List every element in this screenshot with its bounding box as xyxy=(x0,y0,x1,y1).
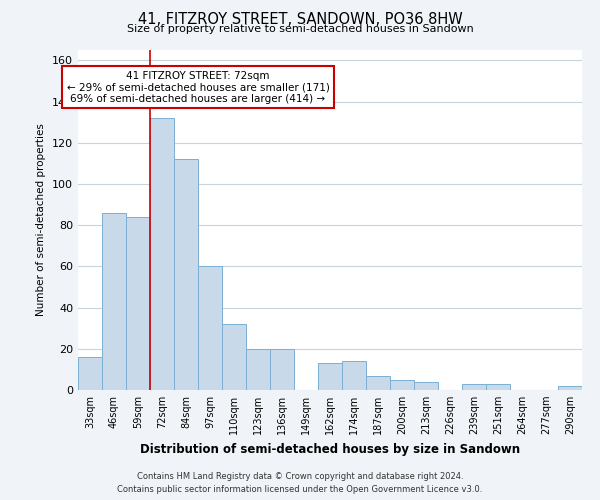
Bar xyxy=(270,349,294,390)
Bar xyxy=(414,382,438,390)
Y-axis label: Number of semi-detached properties: Number of semi-detached properties xyxy=(37,124,46,316)
X-axis label: Distribution of semi-detached houses by size in Sandown: Distribution of semi-detached houses by … xyxy=(140,442,520,456)
Bar xyxy=(366,376,390,390)
Text: Size of property relative to semi-detached houses in Sandown: Size of property relative to semi-detach… xyxy=(127,24,473,34)
Bar xyxy=(174,159,198,390)
Bar xyxy=(486,384,510,390)
Text: 41, FITZROY STREET, SANDOWN, PO36 8HW: 41, FITZROY STREET, SANDOWN, PO36 8HW xyxy=(137,12,463,28)
Bar xyxy=(558,386,582,390)
Bar xyxy=(342,361,366,390)
Bar xyxy=(390,380,414,390)
Bar xyxy=(150,118,174,390)
Bar xyxy=(462,384,486,390)
Text: Contains HM Land Registry data © Crown copyright and database right 2024.
Contai: Contains HM Land Registry data © Crown c… xyxy=(118,472,482,494)
Bar xyxy=(102,213,126,390)
Bar xyxy=(318,363,342,390)
Bar xyxy=(126,217,150,390)
Bar xyxy=(198,266,222,390)
Bar xyxy=(222,324,246,390)
Text: 41 FITZROY STREET: 72sqm
← 29% of semi-detached houses are smaller (171)
69% of : 41 FITZROY STREET: 72sqm ← 29% of semi-d… xyxy=(67,70,329,104)
Bar xyxy=(246,349,270,390)
Bar xyxy=(78,357,102,390)
